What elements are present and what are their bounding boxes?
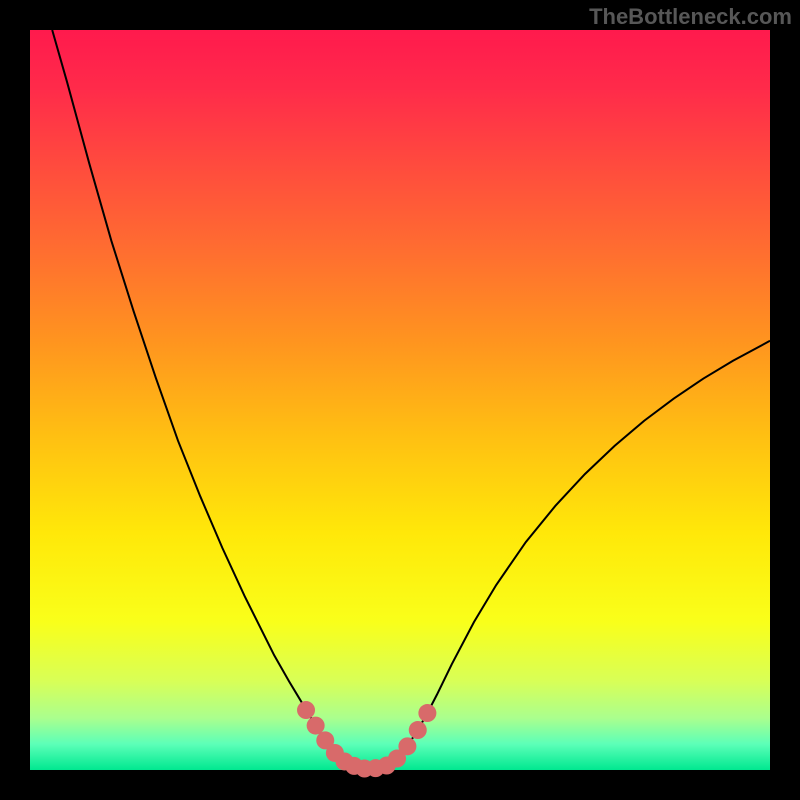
watermark-text: TheBottleneck.com	[589, 4, 792, 30]
highlight-marker	[398, 737, 416, 755]
highlight-marker	[418, 704, 436, 722]
plot-background	[30, 30, 770, 770]
highlight-marker	[297, 701, 315, 719]
chart-container: { "meta": { "watermark": "TheBottleneck.…	[0, 0, 800, 800]
bottleneck-curve-chart	[0, 0, 800, 800]
highlight-marker	[307, 717, 325, 735]
highlight-marker	[409, 721, 427, 739]
